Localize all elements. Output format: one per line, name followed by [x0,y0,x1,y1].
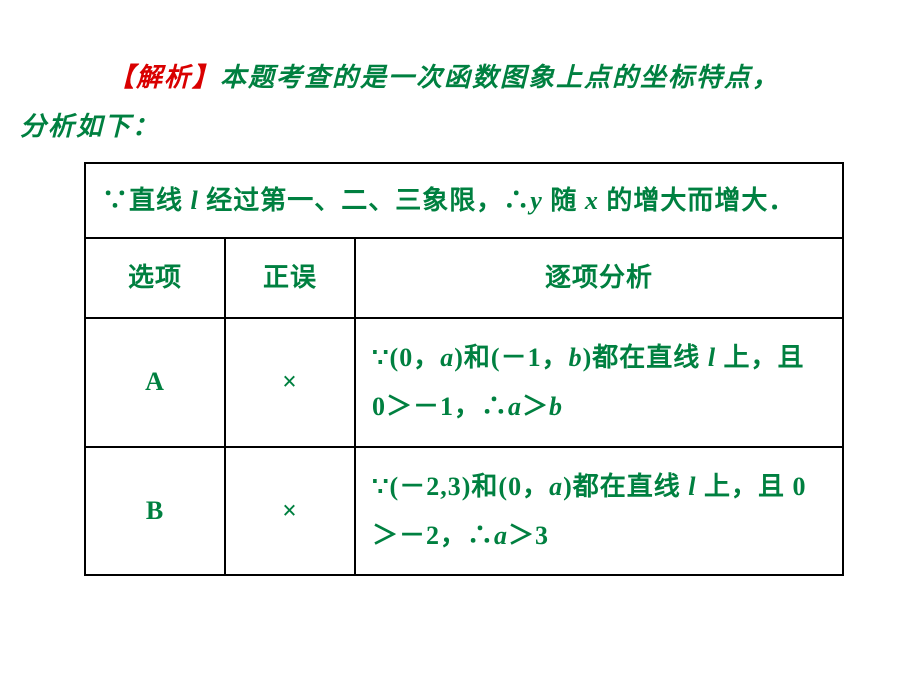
header-row: 选项 正误 逐项分析 [85,238,843,317]
analysis-text-line1: 本题考查的是一次函数图象上点的坐标特点， [220,63,780,92]
analysis-intro: 【解析】本题考查的是一次函数图象上点的坐标特点， [108,52,872,104]
analysis-text-line2: 分析如下： [20,106,160,143]
premise-row: ∵直线 l 经过第一、二、三象限，∴y 随 x 的增大而增大． [85,163,843,238]
mark-cell: × [225,318,355,447]
premise-text: ∵直线 l 经过第一、二、三象限，∴y 随 x 的增大而增大． [102,186,795,215]
col-header-mark: 正误 [225,238,355,317]
analysis-cell: ∵(－2,3)和(0，a)都在直线 l 上，且 0＞－2，∴a＞3 [355,447,843,576]
analysis-cell: ∵(0，a)和(－1，b)都在直线 l 上，且 0＞－1，∴a＞b [355,318,843,447]
option-cell: B [85,447,225,576]
mark-cell: × [225,447,355,576]
table-row: A × ∵(0，a)和(－1，b)都在直线 l 上，且 0＞－1，∴a＞b [85,318,843,447]
analysis-label: 【解析】 [108,63,220,92]
premise-cell: ∵直线 l 经过第一、二、三象限，∴y 随 x 的增大而增大． [85,163,843,238]
analysis-text: ∵(－2,3)和(0，a)都在直线 l 上，且 0＞－2，∴a＞3 [372,472,807,550]
col-header-option: 选项 [85,238,225,317]
analysis-text: ∵(0，a)和(－1，b)都在直线 l 上，且 0＞－1，∴a＞b [372,343,805,421]
col-header-analysis: 逐项分析 [355,238,843,317]
option-cell: A [85,318,225,447]
analysis-table: ∵直线 l 经过第一、二、三象限，∴y 随 x 的增大而增大． 选项 正误 逐项… [84,162,844,576]
table-row: B × ∵(－2,3)和(0，a)都在直线 l 上，且 0＞－2，∴a＞3 [85,447,843,576]
